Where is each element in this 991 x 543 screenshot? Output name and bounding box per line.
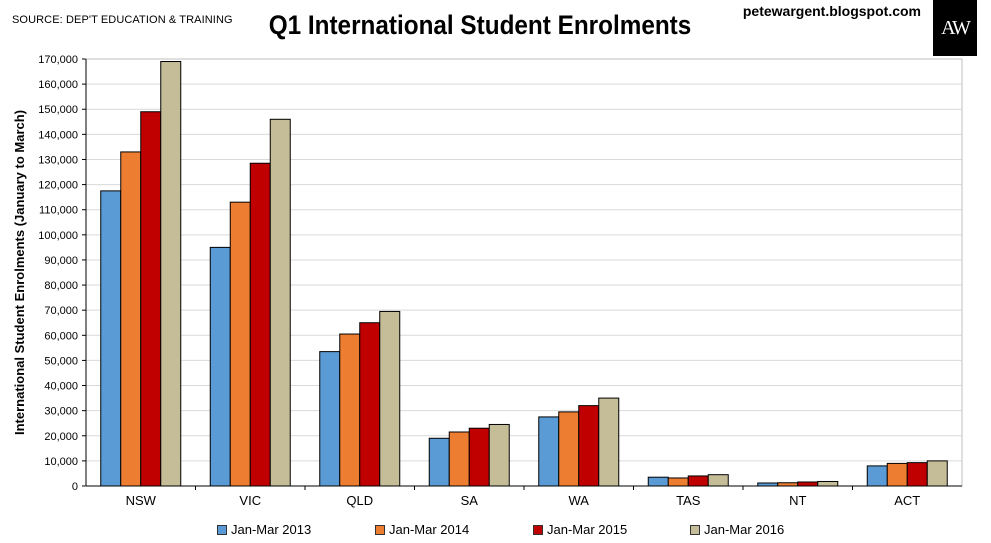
chart-source: SOURCE: DEP'T EDUCATION & TRAINING — [12, 14, 233, 26]
x-tick-label: ACT — [894, 493, 920, 508]
legend: Jan-Mar 2013 Jan-Mar 2014 Jan-Mar 2015 Jan-… — [0, 522, 991, 538]
bar — [468, 427, 490, 487]
y-tick-label: 160,000 — [38, 79, 78, 91]
y-axis-label: International Student Enrolments (Januar… — [12, 110, 27, 435]
y-tick-label: 140,000 — [38, 129, 78, 141]
legend-swatch — [217, 524, 227, 535]
bar — [339, 333, 361, 487]
legend-label: Jan-Mar 2014 — [389, 522, 470, 537]
bar — [428, 437, 450, 487]
chart-title: Q1 International Student Enrolments — [268, 10, 692, 40]
x-tick-label: QLD — [346, 493, 373, 508]
y-tick-label: 70,000 — [44, 305, 78, 317]
bar — [160, 61, 182, 487]
x-tick-label: VIC — [239, 493, 261, 508]
y-tick-label: 120,000 — [38, 180, 78, 192]
legend-swatch — [375, 524, 385, 535]
bar — [886, 462, 908, 487]
bar — [578, 405, 600, 487]
y-tick-label: 40,000 — [44, 381, 78, 393]
x-tick-label: NT — [789, 493, 806, 508]
legend-label: Jan-Mar 2013 — [231, 522, 312, 537]
x-tick-label: WA — [569, 493, 590, 508]
bar — [359, 322, 381, 487]
bar — [598, 397, 620, 487]
bar — [229, 201, 251, 487]
bar — [817, 480, 839, 487]
bar — [757, 482, 779, 487]
y-tick-label: 170,000 — [38, 54, 78, 66]
y-tick-label: 10,000 — [44, 456, 78, 468]
y-tick-label: 60,000 — [44, 330, 78, 342]
bar — [100, 190, 122, 487]
bar — [120, 151, 142, 487]
y-tick-label: 90,000 — [44, 255, 78, 267]
bar — [379, 310, 401, 487]
bar — [926, 460, 948, 487]
x-tick-label: TAS — [676, 493, 701, 508]
legend-swatch — [533, 524, 543, 535]
legend-label: Jan-Mar 2016 — [704, 522, 785, 537]
bar — [667, 477, 689, 487]
logo: AW — [933, 0, 977, 56]
bar — [319, 351, 341, 487]
site-name: petewargent.blogspot.com — [742, 3, 921, 19]
legend-item: Jan-Mar 2016 — [690, 522, 784, 537]
bar — [448, 431, 470, 487]
x-tick-label: NSW — [126, 493, 157, 508]
legend-label: Jan-Mar 2015 — [547, 522, 628, 537]
bar — [687, 475, 709, 487]
bar — [269, 118, 291, 487]
legend-swatch — [690, 524, 700, 535]
y-tick-label: 50,000 — [44, 355, 78, 367]
legend-item: Jan-Mar 2014 — [375, 522, 469, 537]
bar — [707, 474, 729, 487]
y-tick-label: 130,000 — [38, 154, 78, 166]
bar — [797, 481, 819, 487]
bar — [488, 423, 510, 487]
y-tick-label: 100,000 — [38, 230, 78, 242]
bar — [209, 246, 231, 487]
legend-item: Jan-Mar 2015 — [533, 522, 627, 537]
y-tick-label: 0 — [72, 481, 78, 493]
bar — [140, 111, 162, 487]
bar — [538, 416, 560, 487]
bar — [866, 465, 888, 487]
y-tick-label: 30,000 — [44, 406, 78, 418]
bar — [777, 482, 799, 487]
x-tick-label: SA — [461, 493, 479, 508]
bar — [249, 162, 271, 487]
bar — [647, 476, 669, 487]
bar — [906, 462, 928, 487]
y-tick-label: 20,000 — [44, 431, 78, 443]
y-tick-label: 80,000 — [44, 280, 78, 292]
y-tick-label: 110,000 — [39, 205, 78, 217]
bar — [558, 411, 580, 487]
y-tick-label: 150,000 — [38, 104, 78, 116]
legend-item: Jan-Mar 2013 — [217, 522, 311, 537]
